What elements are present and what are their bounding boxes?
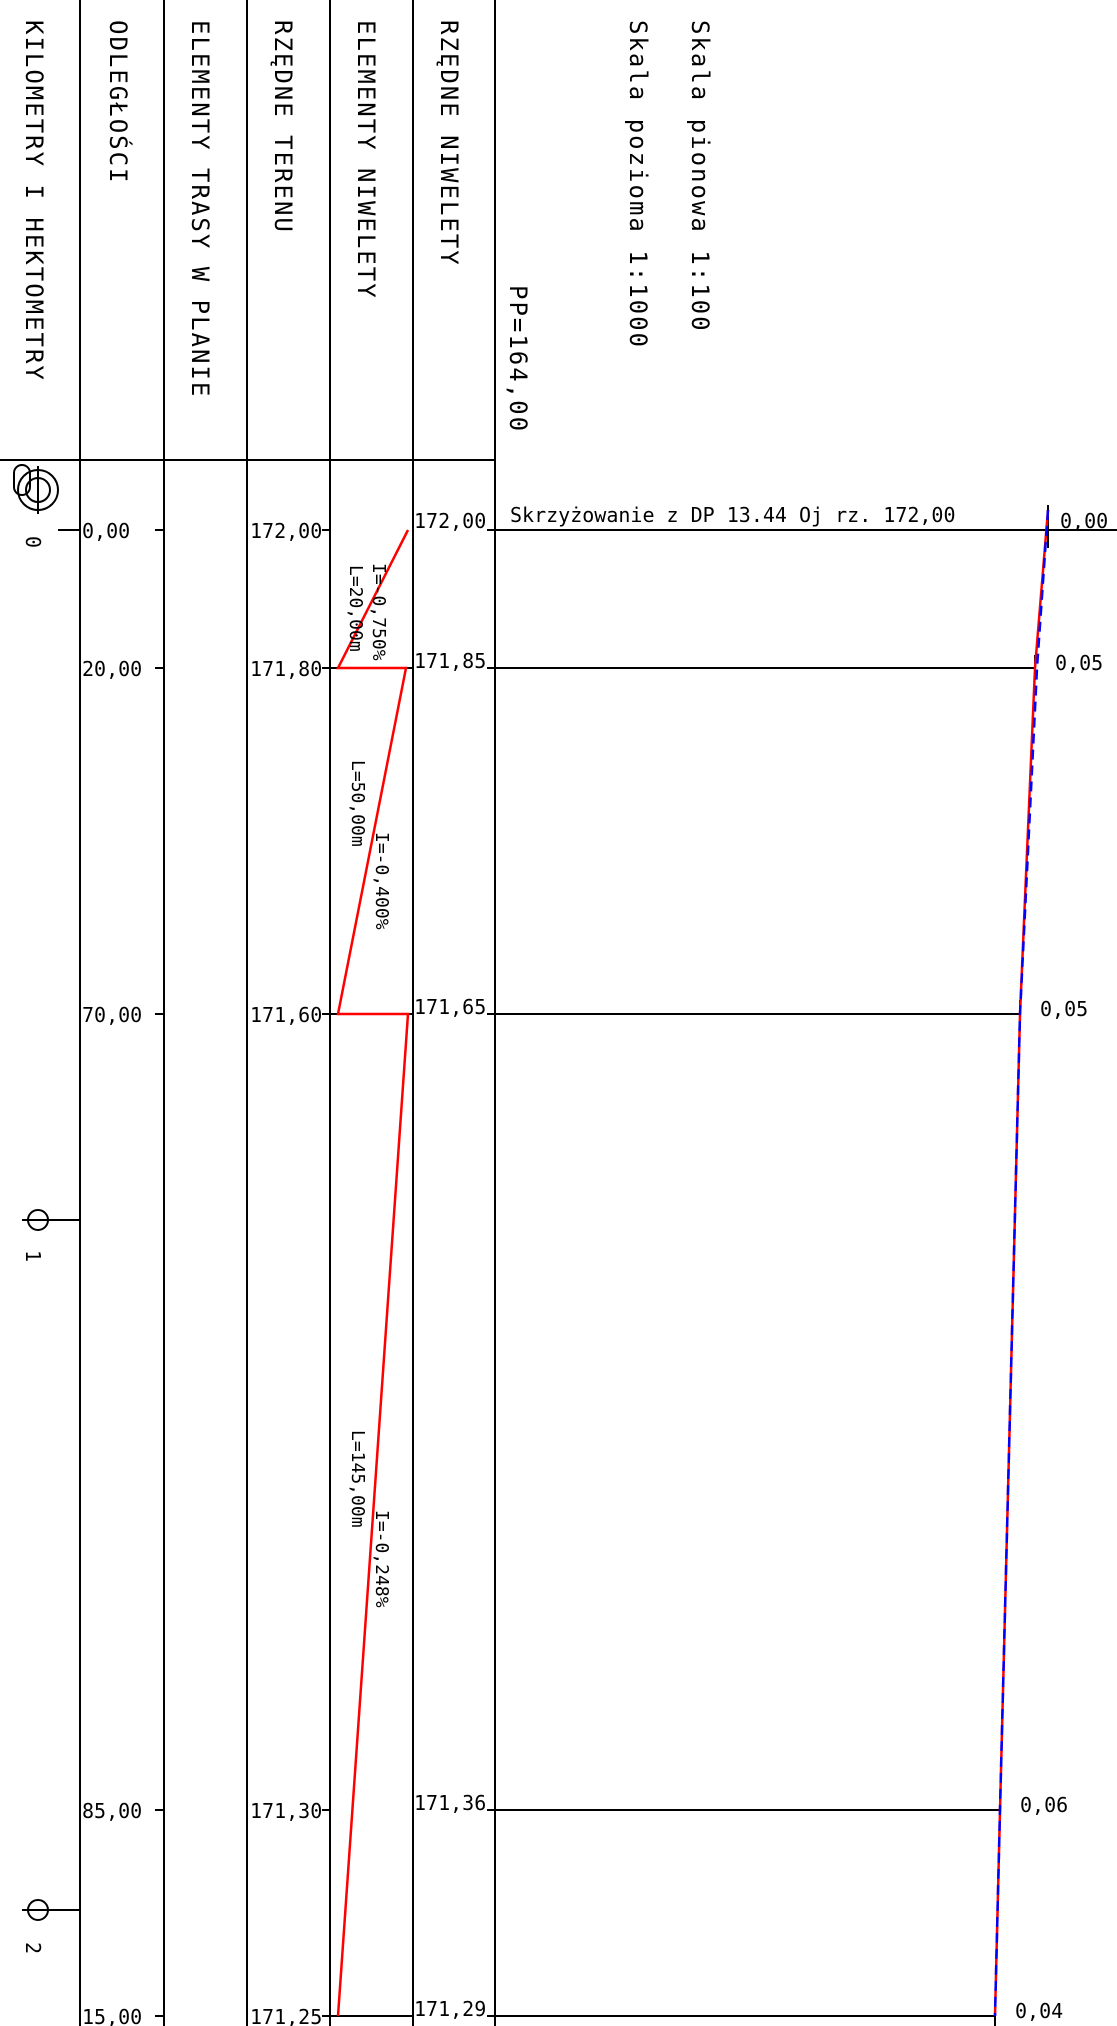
grade-value: 172,00: [414, 509, 486, 533]
segment-length-label: L=145,00m: [347, 1430, 368, 1528]
plan-elements-header: ELEMENTY TRASY W PLANIE: [186, 20, 214, 398]
hectometer-2-marker: [22, 1899, 80, 1921]
distance-value: 70,00: [82, 1003, 142, 1027]
grade-elements-header: ELEMENTY NIWELETY: [352, 20, 380, 300]
segment-length-label: L=20,00m: [345, 565, 366, 652]
depth-value: 0,06: [1020, 1793, 1068, 1817]
grade-value: 171,85: [414, 649, 486, 673]
grade-elements-line: [335, 529, 410, 2017]
terrain-value: 171,80: [250, 657, 322, 681]
segment-slope-label: I=-0,400%: [371, 832, 392, 930]
terrain-value: 171,30: [250, 1799, 322, 1823]
hectometer-0-label: 0: [21, 536, 45, 548]
terrain-value: 171,25: [250, 2005, 322, 2026]
segment-slope-label: I=-0,750%: [368, 563, 389, 661]
distances-header: ODLEGŁOŚCI: [104, 20, 134, 185]
terrain-value: 172,00: [250, 519, 322, 543]
distance-value: 85,00: [82, 1799, 142, 1823]
grade-value: 171,29: [414, 1997, 486, 2021]
km-header: KILOMETRY I HEKTOMETRY: [20, 20, 48, 382]
depth-value: 0,04: [1015, 1999, 1063, 2023]
crossing-note: Skrzyżowanie z DP 13.44 Oj rz. 172,00: [510, 503, 956, 527]
depth-value: 0,00: [1060, 509, 1108, 533]
distance-value: 15,00: [82, 2005, 142, 2026]
station-lines: [155, 505, 1117, 2026]
hectometer-1-marker: [22, 1209, 80, 1231]
horizontal-scale-label: Skala pozioma 1:1000: [624, 20, 652, 349]
design-grade-line: [993, 509, 1050, 2017]
reference-level-label: PP=164,00: [504, 285, 532, 433]
grade-value: 171,36: [414, 1791, 486, 1815]
depth-value: 0,05: [1055, 651, 1103, 675]
segment-slope-label: I=-0,248%: [371, 1510, 392, 1608]
depth-value: 0,05: [1040, 997, 1088, 1021]
hectometer-1-label: 1: [21, 1250, 45, 1262]
hectometer-0-marker: [13, 464, 80, 531]
terrain-value: 171,60: [250, 1003, 322, 1027]
terrain-header: RZĘDNE TERENU: [269, 20, 297, 234]
vertical-scale-label: Skala pionowa 1:100: [686, 20, 714, 333]
grade-ordinates-header: RZĘDNE NIWELETY: [435, 20, 463, 267]
grade-value: 171,65: [414, 995, 486, 1019]
distance-value: 20,00: [82, 657, 142, 681]
terrain-line: [993, 509, 1050, 2017]
distance-value: 0,00: [82, 519, 130, 543]
segment-length-label: L=50,00m: [347, 760, 368, 847]
hectometer-2-label: 2: [21, 1942, 45, 1954]
